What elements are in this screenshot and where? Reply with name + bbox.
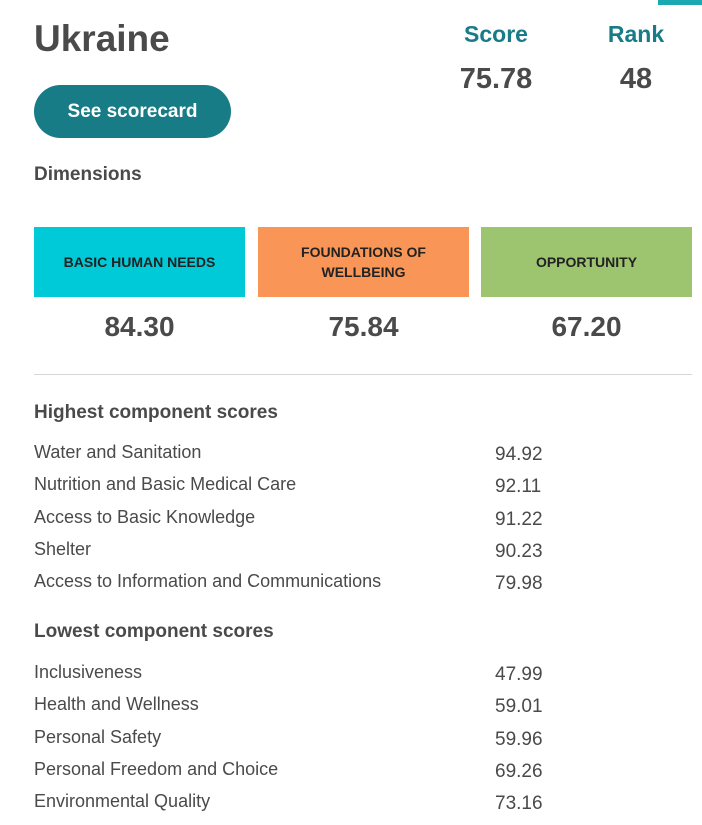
score-metric: Score 75.78 — [436, 18, 556, 96]
component-score: 69.26 — [495, 760, 543, 782]
country-title: Ukraine — [34, 18, 170, 59]
component-name: Access to Information and Communications — [34, 571, 382, 592]
component-score: 94.92 — [495, 444, 543, 465]
rank-metric: Rank 48 — [576, 18, 696, 96]
rank-value: 48 — [619, 63, 653, 95]
list-item: Nutrition and Basic Medical Care 92.11 — [34, 473, 594, 505]
list-item: Environmental Quality 73.16 — [34, 790, 594, 822]
score-label: Score — [464, 21, 528, 47]
dimension-foundations-of-wellbeing: FOUNDATIONS OF WELLBEING — [258, 227, 469, 297]
dimension-value-basic-human-needs: 84.30 — [104, 311, 175, 342]
lowest-scores-title: Lowest component scores — [34, 621, 274, 642]
highest-scores-list: Water and Sanitation 94.92 Nutrition and … — [34, 441, 594, 602]
dimensions-title: Dimensions — [34, 164, 142, 185]
highest-scores-title: Highest component scores — [34, 402, 278, 423]
list-item: Personal Freedom and Choice 69.26 — [34, 758, 594, 790]
component-name: Shelter — [34, 538, 92, 559]
dimension-basic-human-needs: BASIC HUMAN NEEDS — [34, 227, 245, 297]
component-name: Access to Basic Knowledge — [34, 506, 256, 527]
list-item: Personal Safety 59.96 — [34, 726, 594, 758]
component-name: Personal Safety — [34, 726, 162, 747]
component-name: Environmental Quality — [34, 791, 211, 812]
component-name: Inclusiveness — [34, 662, 143, 682]
dimension-value-foundations-of-wellbeing: 75.84 — [328, 311, 399, 342]
component-name: Water and Sanitation — [34, 442, 202, 462]
list-item: Shelter 90.23 — [34, 538, 594, 570]
list-item: Access to Basic Knowledge 91.22 — [34, 506, 594, 538]
component-score: 92.11 — [495, 476, 542, 498]
dimension-value-opportunity: 67.20 — [551, 311, 622, 342]
component-name: Health and Wellness — [34, 694, 199, 715]
component-score: 59.01 — [495, 696, 543, 718]
list-item: Access to Information and Communications… — [34, 570, 594, 602]
component-score: 79.98 — [495, 573, 543, 595]
corner-accent-bar — [658, 0, 702, 5]
component-name: Personal Freedom and Choice — [34, 758, 279, 779]
score-value: 75.78 — [459, 63, 533, 95]
see-scorecard-button[interactable]: See scorecard — [34, 85, 231, 138]
component-score: 90.23 — [495, 540, 543, 562]
section-divider — [34, 374, 692, 375]
component-score: 91.22 — [495, 508, 543, 530]
list-item: Health and Wellness 59.01 — [34, 693, 594, 725]
component-name: Nutrition and Basic Medical Care — [34, 474, 297, 495]
list-item: Water and Sanitation 94.92 — [34, 441, 594, 473]
component-score: 47.99 — [495, 664, 543, 685]
dimension-opportunity: OPPORTUNITY — [481, 227, 692, 297]
component-score: 73.16 — [495, 793, 543, 815]
list-item: Inclusiveness 47.99 — [34, 661, 594, 693]
lowest-scores-list: Inclusiveness 47.99 Health and Wellness 59… — [34, 661, 594, 822]
rank-label: Rank — [607, 21, 665, 47]
component-score: 59.96 — [495, 728, 543, 750]
